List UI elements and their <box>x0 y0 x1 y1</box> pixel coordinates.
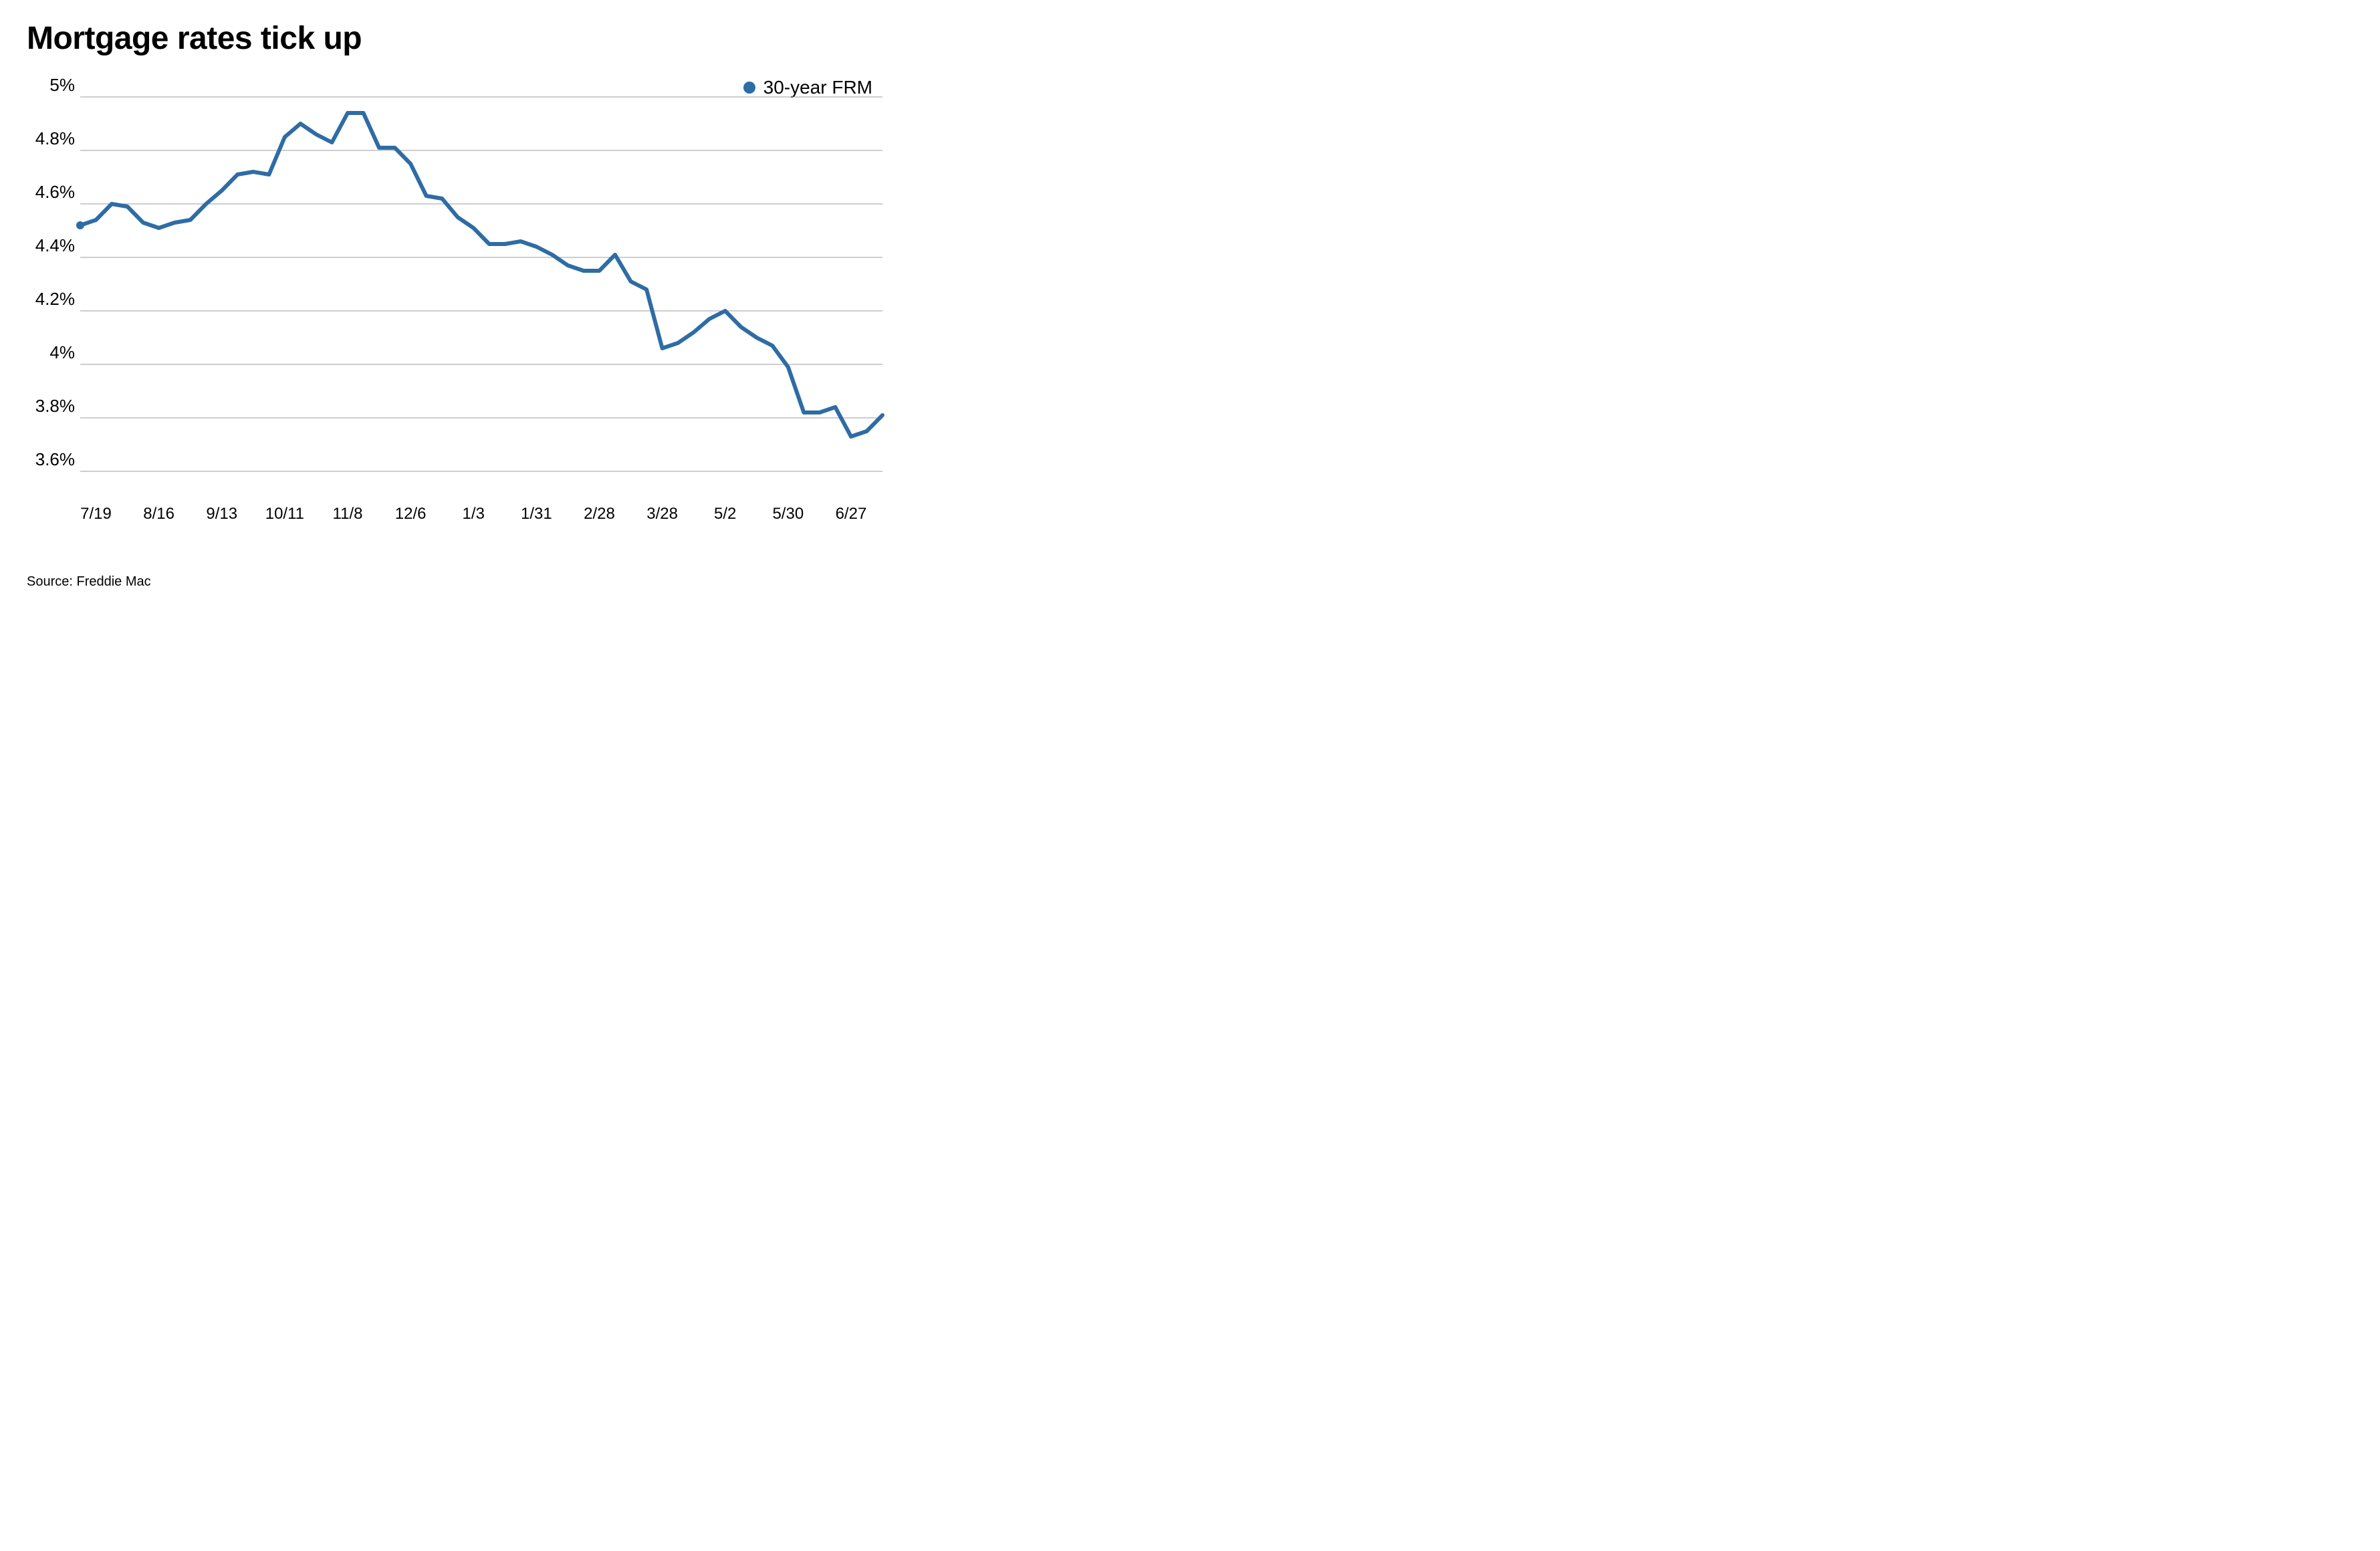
y-axis-label: 5% <box>49 75 80 97</box>
y-axis-label: 4.2% <box>35 289 80 311</box>
source-text: Source: Freddie Mac <box>27 574 151 590</box>
x-axis-label: 12/6 <box>395 498 427 523</box>
y-axis-label: 3.8% <box>35 396 80 418</box>
x-axis-label: 10/11 <box>265 498 304 523</box>
x-axis-label: 3/28 <box>646 498 678 523</box>
y-axis-label: 4.4% <box>35 235 80 257</box>
legend: 30-year FRM <box>743 77 872 98</box>
x-axis-label: 7/19 <box>80 498 112 523</box>
x-axis-label: 1/3 <box>463 498 485 523</box>
gridlines <box>80 97 882 471</box>
plot-area: 3.6%3.8%4%4.2%4.4%4.6%4.8%5%7/198/169/13… <box>80 97 882 498</box>
x-axis-label: 2/28 <box>584 498 615 523</box>
x-axis-label: 6/27 <box>836 498 867 523</box>
legend-label: 30-year FRM <box>763 77 872 98</box>
x-axis-label: 1/31 <box>521 498 552 523</box>
x-axis-label: 9/13 <box>206 498 237 523</box>
x-axis-label: 5/30 <box>772 498 804 523</box>
y-axis-label: 4.8% <box>35 128 80 150</box>
plot-svg <box>80 97 882 498</box>
legend-dot-icon <box>743 82 755 94</box>
series-start-dot-icon <box>76 221 84 229</box>
chart-title: Mortgage rates tick up <box>27 20 882 57</box>
y-axis-label: 3.6% <box>35 449 80 471</box>
chart-container: Mortgage rates tick up 30-year FRM 3.6%3… <box>0 0 909 602</box>
series-line <box>80 113 882 437</box>
x-axis-label: 5/2 <box>714 498 736 523</box>
x-axis-label: 11/8 <box>333 498 363 523</box>
x-axis-label: 8/16 <box>143 498 174 523</box>
y-axis-label: 4.6% <box>35 182 80 204</box>
y-axis-label: 4% <box>49 342 80 364</box>
